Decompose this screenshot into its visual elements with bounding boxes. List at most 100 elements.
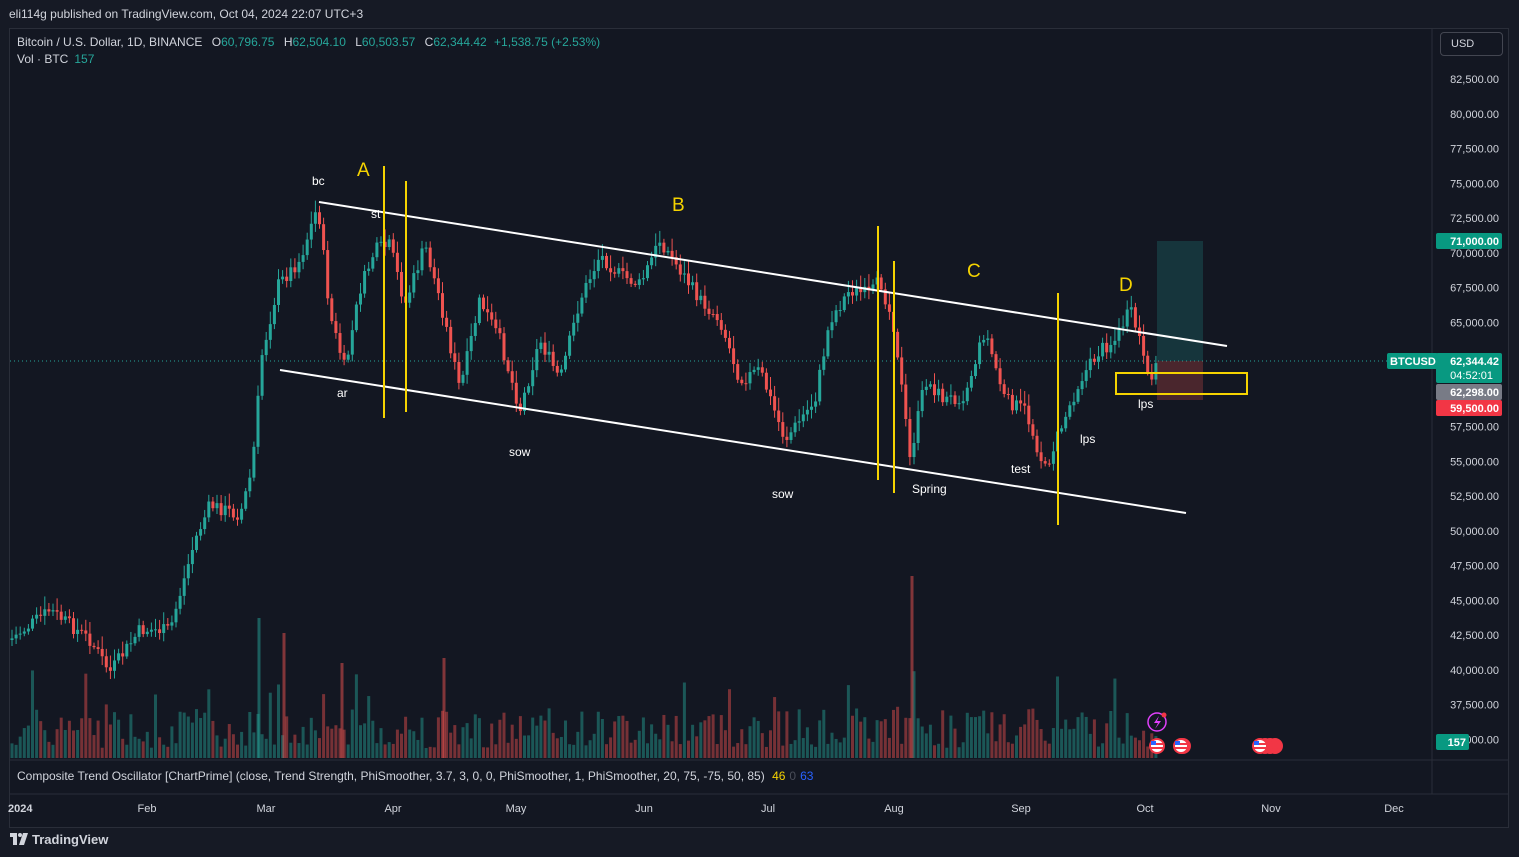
candle-body: [207, 501, 211, 518]
candle-body: [375, 242, 379, 258]
volume-bar: [641, 717, 645, 758]
currency-button[interactable]: USD: [1440, 32, 1503, 56]
candle-body: [859, 287, 863, 293]
candle-body: [617, 268, 621, 274]
oscillator-label: Composite Trend Oscillator [ChartPrime] …: [17, 769, 765, 783]
volume-bar: [1019, 726, 1023, 758]
volume-bar: [408, 729, 412, 758]
candle-body: [379, 241, 383, 243]
volume-bar: [1101, 743, 1105, 758]
volume-bar: [482, 747, 485, 758]
volume-legend[interactable]: Vol · BTC 157: [17, 52, 94, 66]
candle-body: [129, 643, 133, 645]
top-bar: [0, 0, 1519, 28]
price-axis-tick: 80,000.00: [1450, 109, 1499, 121]
volume-bar: [125, 744, 129, 758]
volume-bar: [793, 740, 797, 758]
volume-bar: [523, 735, 526, 758]
lightning-event-icon[interactable]: [1147, 712, 1167, 732]
price-axis-tick: 67,500.00: [1450, 283, 1499, 295]
volume-bar: [14, 744, 18, 758]
oscillator-legend[interactable]: Composite Trend Oscillator [ChartPrime] …: [17, 769, 813, 783]
candle-body: [1150, 372, 1154, 380]
symbol-name[interactable]: Bitcoin / U.S. Dollar, 1D, BINANCE: [17, 35, 203, 49]
volume-bar: [846, 685, 850, 758]
us-flag-event-icon[interactable]: [1149, 738, 1165, 754]
candle-body: [121, 653, 125, 657]
volume-bar: [367, 696, 371, 758]
volume-bar: [859, 721, 863, 758]
candle-body: [777, 410, 781, 423]
volume-bar: [719, 715, 723, 758]
volume-bar: [383, 744, 387, 758]
candles: [10, 200, 1158, 680]
volume-tag-text: 157: [1448, 737, 1466, 749]
volume-bar: [1125, 713, 1129, 758]
volume-bar: [432, 747, 436, 758]
volume-bar: [1060, 728, 1064, 758]
candle-body: [707, 308, 711, 314]
volume-bar: [145, 731, 149, 758]
volume-bar: [568, 744, 572, 758]
volume-bar: [186, 716, 190, 758]
volume-bar: [834, 738, 838, 758]
volume-bar: [1142, 730, 1146, 758]
us-flag-event-icon[interactable]: [1252, 738, 1283, 754]
candle-body: [117, 653, 121, 661]
volume-bar: [978, 716, 982, 758]
candle-body: [764, 372, 768, 390]
candle-body: [580, 297, 584, 314]
volume-bar: [551, 732, 555, 758]
volume-bar: [416, 739, 420, 758]
candle-body: [822, 356, 826, 370]
candle-body: [879, 277, 883, 290]
candle-body: [477, 297, 481, 324]
candle-body: [178, 595, 182, 609]
candle-body: [728, 337, 731, 349]
time-axis-tick: Aug: [884, 803, 904, 815]
last-price-text: 62,344.42: [1450, 356, 1499, 368]
candle-body: [100, 648, 104, 657]
candle-body: [240, 508, 244, 520]
volume-bar: [510, 724, 514, 758]
volume-bar: [117, 719, 121, 758]
volume-bar: [924, 733, 928, 758]
candle-body: [486, 309, 490, 313]
volume-bar: [732, 746, 736, 758]
candle-body: [72, 618, 75, 634]
candle-body: [195, 535, 198, 550]
volume-bar: [682, 682, 686, 758]
volume-bar: [1129, 735, 1133, 758]
volume-bar: [371, 720, 375, 758]
volume-bar: [826, 743, 830, 758]
volume-bar: [334, 725, 338, 758]
volume-bar: [986, 733, 990, 758]
candle-body: [432, 267, 436, 279]
candle-body: [141, 625, 145, 635]
candle-body: [527, 386, 531, 393]
volume-bar: [199, 717, 203, 758]
candle-body: [318, 212, 321, 225]
us-flag-event-icon[interactable]: [1173, 738, 1191, 754]
candle-body: [84, 630, 88, 634]
volume-bar: [59, 717, 63, 758]
candle-body: [592, 271, 596, 280]
volume-bar: [1064, 719, 1068, 758]
symbol-legend[interactable]: Bitcoin / U.S. Dollar, 1D, BINANCE O60,7…: [17, 35, 600, 49]
volume-bar: [1068, 729, 1072, 758]
volume-bar: [592, 733, 596, 758]
volume-bar: [908, 718, 912, 758]
volume-bar: [637, 730, 641, 758]
high-value: 62,504.10: [292, 35, 346, 49]
volume-bar: [1088, 733, 1092, 758]
candle-body: [482, 297, 485, 310]
candle-body: [510, 371, 514, 383]
tradingview-logo[interactable]: TradingView: [10, 832, 108, 847]
volume-bar: [18, 736, 22, 758]
candle-body: [826, 330, 830, 357]
volume-bar: [527, 735, 531, 758]
price-axis-tick: 82,500.00: [1450, 74, 1499, 86]
volume-bar: [477, 718, 481, 758]
volume-bar: [920, 726, 924, 758]
